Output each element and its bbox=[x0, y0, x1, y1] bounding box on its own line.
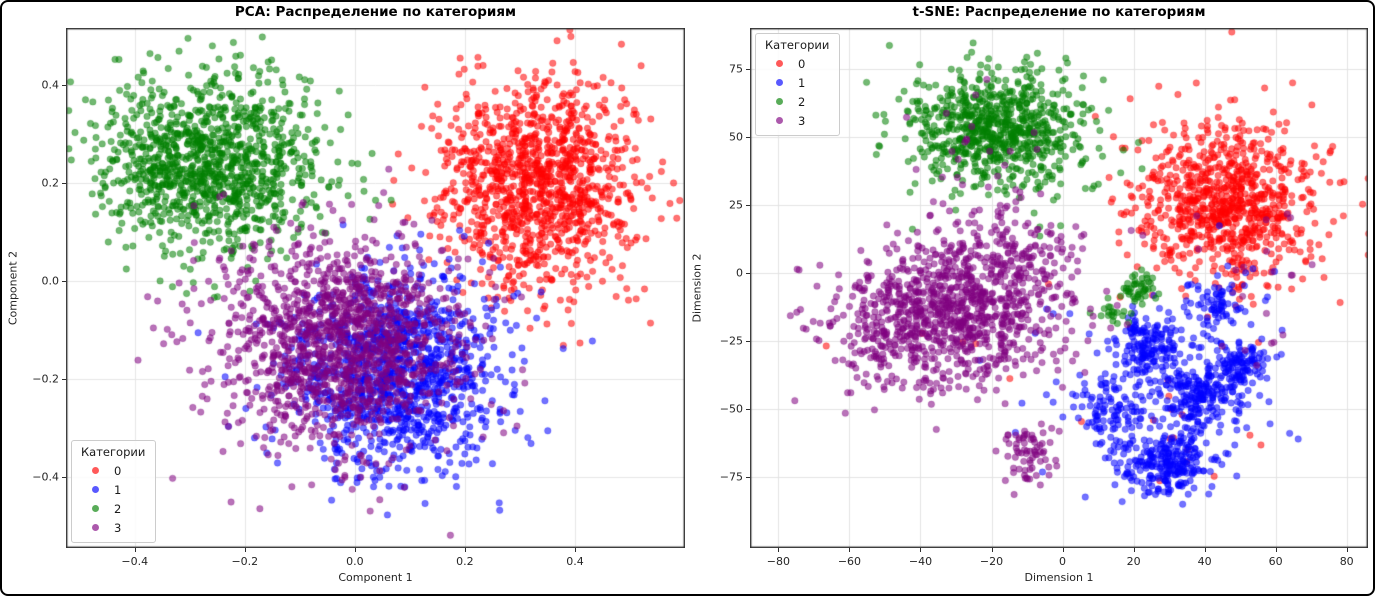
pca-scatter-canvas bbox=[66, 28, 685, 548]
x-tick-label: −0.4 bbox=[121, 555, 149, 568]
legend-marker-icon bbox=[92, 505, 99, 512]
y-tick-label: −25 bbox=[719, 334, 743, 348]
y-tick-mark bbox=[62, 476, 66, 478]
legend-item: 1 bbox=[764, 73, 829, 92]
pca-plot-title: PCA: Распределение по категориям bbox=[234, 4, 517, 20]
tsne-y-axis-label: Dimension 2 bbox=[690, 253, 704, 323]
x-tick-mark bbox=[920, 548, 922, 552]
legend-item-label: 3 bbox=[114, 520, 122, 535]
legend-item-label: 0 bbox=[114, 463, 122, 478]
x-tick-mark bbox=[991, 548, 993, 552]
y-tick-label: −75 bbox=[719, 470, 743, 484]
legend-item: 3 bbox=[80, 518, 145, 537]
pca-x-axis-label: Component 1 bbox=[338, 571, 413, 584]
y-tick-label: −50 bbox=[719, 402, 743, 416]
tsne-scatter-canvas bbox=[750, 28, 1368, 548]
legend-marker-icon bbox=[776, 117, 783, 124]
legend-item-label: 3 bbox=[798, 113, 806, 128]
x-tick-label: 0.2 bbox=[456, 555, 474, 568]
tsne-x-axis-label: Dimension 1 bbox=[1024, 571, 1094, 584]
legend-marker-icon bbox=[776, 79, 783, 86]
x-tick-mark bbox=[849, 548, 851, 552]
x-tick-label: −20 bbox=[979, 555, 1004, 568]
legend-title: Категории bbox=[765, 38, 830, 52]
y-tick-label: 0 bbox=[736, 266, 743, 280]
y-tick-label: 25 bbox=[729, 198, 743, 212]
y-tick-mark bbox=[746, 136, 750, 138]
x-tick-label: 40 bbox=[1197, 555, 1212, 568]
x-tick-mark bbox=[354, 548, 356, 552]
y-tick-label: −0.2 bbox=[32, 372, 59, 386]
x-tick-label: −60 bbox=[837, 555, 862, 568]
x-tick-mark bbox=[134, 548, 136, 552]
y-tick-mark bbox=[746, 273, 750, 275]
y-tick-label: 0.2 bbox=[41, 176, 60, 190]
legend-item: 0 bbox=[80, 461, 145, 480]
x-tick-mark bbox=[778, 548, 780, 552]
y-tick-label: 0.0 bbox=[41, 274, 60, 288]
y-tick-mark bbox=[746, 68, 750, 70]
x-tick-label: −40 bbox=[908, 555, 933, 568]
x-tick-label: 60 bbox=[1268, 555, 1283, 568]
y-tick-mark bbox=[62, 84, 66, 86]
legend-item: 3 bbox=[764, 111, 829, 130]
x-tick-mark bbox=[1133, 548, 1135, 552]
x-tick-mark bbox=[1346, 548, 1348, 552]
legend-marker-icon bbox=[776, 98, 783, 105]
y-tick-mark bbox=[746, 409, 750, 411]
legend-marker-icon bbox=[776, 60, 783, 67]
x-tick-mark bbox=[574, 548, 576, 552]
y-tick-mark bbox=[746, 477, 750, 479]
legend-marker-icon bbox=[92, 524, 99, 531]
legend-item: 2 bbox=[80, 499, 145, 518]
x-tick-label: −80 bbox=[766, 555, 791, 568]
legend-item-label: 0 bbox=[798, 56, 806, 71]
y-tick-label: 50 bbox=[729, 130, 743, 144]
tsne-plot-title: t-SNE: Распределение по категориям bbox=[912, 4, 1206, 20]
y-tick-mark bbox=[62, 280, 66, 282]
y-tick-label: 0.4 bbox=[41, 78, 60, 92]
legend-item-label: 2 bbox=[798, 94, 806, 109]
y-tick-mark bbox=[62, 378, 66, 380]
x-tick-label: 0.0 bbox=[346, 555, 364, 568]
x-tick-label: −0.2 bbox=[231, 555, 259, 568]
x-tick-mark bbox=[1062, 548, 1064, 552]
x-tick-mark bbox=[1204, 548, 1206, 552]
x-tick-mark bbox=[1275, 548, 1277, 552]
legend: Категории 0 1 2 3 bbox=[755, 33, 841, 136]
x-tick-label: 20 bbox=[1126, 555, 1141, 568]
legend-item-label: 1 bbox=[798, 75, 806, 90]
legend-title: Категории bbox=[81, 445, 146, 459]
x-tick-label: 0.4 bbox=[566, 555, 584, 568]
x-tick-mark bbox=[244, 548, 246, 552]
legend-marker-icon bbox=[92, 467, 99, 474]
legend-marker-icon bbox=[92, 486, 99, 493]
legend-item: 1 bbox=[80, 480, 145, 499]
y-tick-mark bbox=[746, 341, 750, 343]
x-tick-label: 80 bbox=[1339, 555, 1354, 568]
legend-item: 0 bbox=[764, 54, 829, 73]
y-tick-label: −0.4 bbox=[32, 470, 59, 484]
x-tick-label: 0 bbox=[1059, 555, 1067, 568]
y-tick-mark bbox=[746, 204, 750, 206]
legend-item: 2 bbox=[764, 92, 829, 111]
legend-item-label: 1 bbox=[114, 482, 122, 497]
y-tick-label: 75 bbox=[729, 62, 743, 76]
y-tick-mark bbox=[62, 182, 66, 184]
legend: Категории 0 1 2 3 bbox=[71, 440, 157, 543]
legend-item-label: 2 bbox=[114, 501, 122, 516]
x-tick-mark bbox=[464, 548, 466, 552]
